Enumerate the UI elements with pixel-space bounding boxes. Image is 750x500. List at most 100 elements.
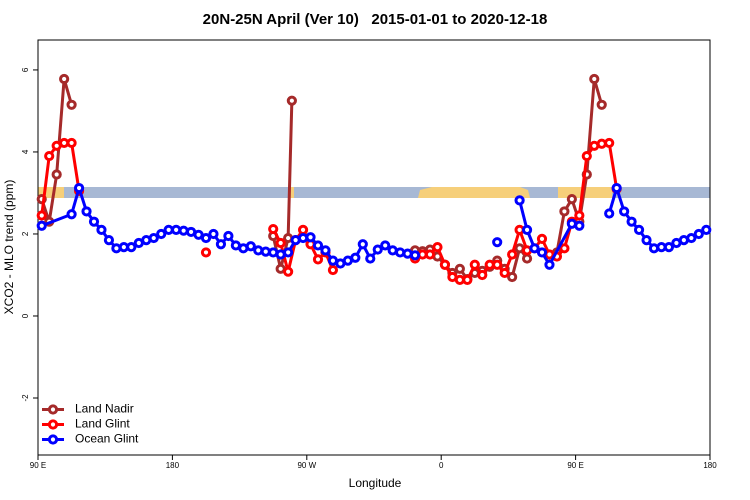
data-point [103,235,115,246]
series-line [414,141,619,282]
legend-label: Land Nadir [75,402,134,416]
x-tick-label: 180 [703,461,717,470]
data-point [312,254,324,265]
data-point [559,243,570,254]
data-point [469,259,480,270]
data-point [514,195,525,206]
x-tick-label: 90 W [297,461,316,470]
data-point [559,206,570,217]
data-point [66,137,77,149]
data-point [126,241,137,253]
data-point [641,235,652,246]
data-point [611,182,622,194]
data-point [462,274,473,285]
data-point [312,240,324,251]
data-point [380,240,391,251]
x-tick-label: 90 E [30,461,46,470]
data-point [454,263,465,274]
map-strip [38,187,710,198]
plot-area [36,73,712,285]
y-tick-label: -2 [21,394,30,402]
data-point [215,239,227,250]
data-point [477,269,488,281]
y-tick-label: 0 [21,313,30,318]
data-point [88,216,100,227]
data-point [372,244,383,255]
legend-marker [47,434,59,445]
plot-frame [37,39,711,456]
data-point [73,182,85,194]
legend-marker [47,419,59,430]
data-point [574,220,585,231]
data-point [66,209,77,220]
data-point [507,271,518,283]
data-point [283,247,294,258]
data-point [66,99,77,110]
data-point [521,224,533,235]
data-point [357,239,368,250]
data-point [200,232,212,244]
data-point [268,223,279,235]
x-tick-label: 0 [439,461,444,470]
x-tick-label: 90 E [567,461,583,470]
data-point [96,224,107,235]
data-point [536,247,548,258]
data-point [81,206,92,217]
data-point [693,228,704,240]
data-point [574,210,585,221]
chart-title: 20N-25N April (Ver 10) 2015-01-01 to 202… [203,11,548,28]
data-point [544,259,555,270]
land-patch [288,187,294,198]
data-point [156,228,167,240]
y-tick-label: 4 [21,149,30,154]
data-point [350,252,361,263]
data-point [536,233,548,244]
legend-label: Land Glint [75,417,130,431]
data-point [365,253,376,264]
data-point [432,241,443,253]
y-axis-label: XCO2 - MLO trend (ppm) [2,180,16,315]
y-tick-label: 2 [21,231,30,236]
data-point [424,249,436,260]
land-patch [38,187,64,198]
data-point [589,73,600,85]
data-point [663,241,675,253]
land-patch [418,187,530,198]
data-point [619,206,630,217]
data-point [283,266,294,277]
data-point [200,247,212,258]
data-point [275,237,286,249]
data-point [701,224,712,235]
data-point [492,259,503,270]
data-point [492,237,503,248]
data-point [596,99,607,110]
ticks: 90 E 180 90 W 0 90 E 180 -2 0 2 4 6 [21,67,717,470]
y-tick-label: 6 [21,67,30,72]
data-point [521,253,533,264]
data-point [604,208,615,219]
data-point [686,232,697,244]
data-point [507,249,518,260]
data-point [223,230,234,242]
data-point [604,137,615,149]
data-point [529,243,540,254]
data-point [44,150,55,162]
data-point [327,264,339,276]
data-point [439,259,451,270]
data-point [286,95,297,106]
data-point [320,245,331,256]
data-point [245,241,256,252]
data-point [566,194,577,205]
data-point [297,224,309,235]
data-point [36,220,47,231]
data-point [409,250,421,261]
data-point [581,150,592,162]
data-point [148,232,159,244]
data-point [36,210,47,221]
x-tick-label: 180 [166,461,180,470]
data-point [626,216,637,227]
data-point [51,169,62,180]
x-axis-label: Longitude [349,476,402,490]
